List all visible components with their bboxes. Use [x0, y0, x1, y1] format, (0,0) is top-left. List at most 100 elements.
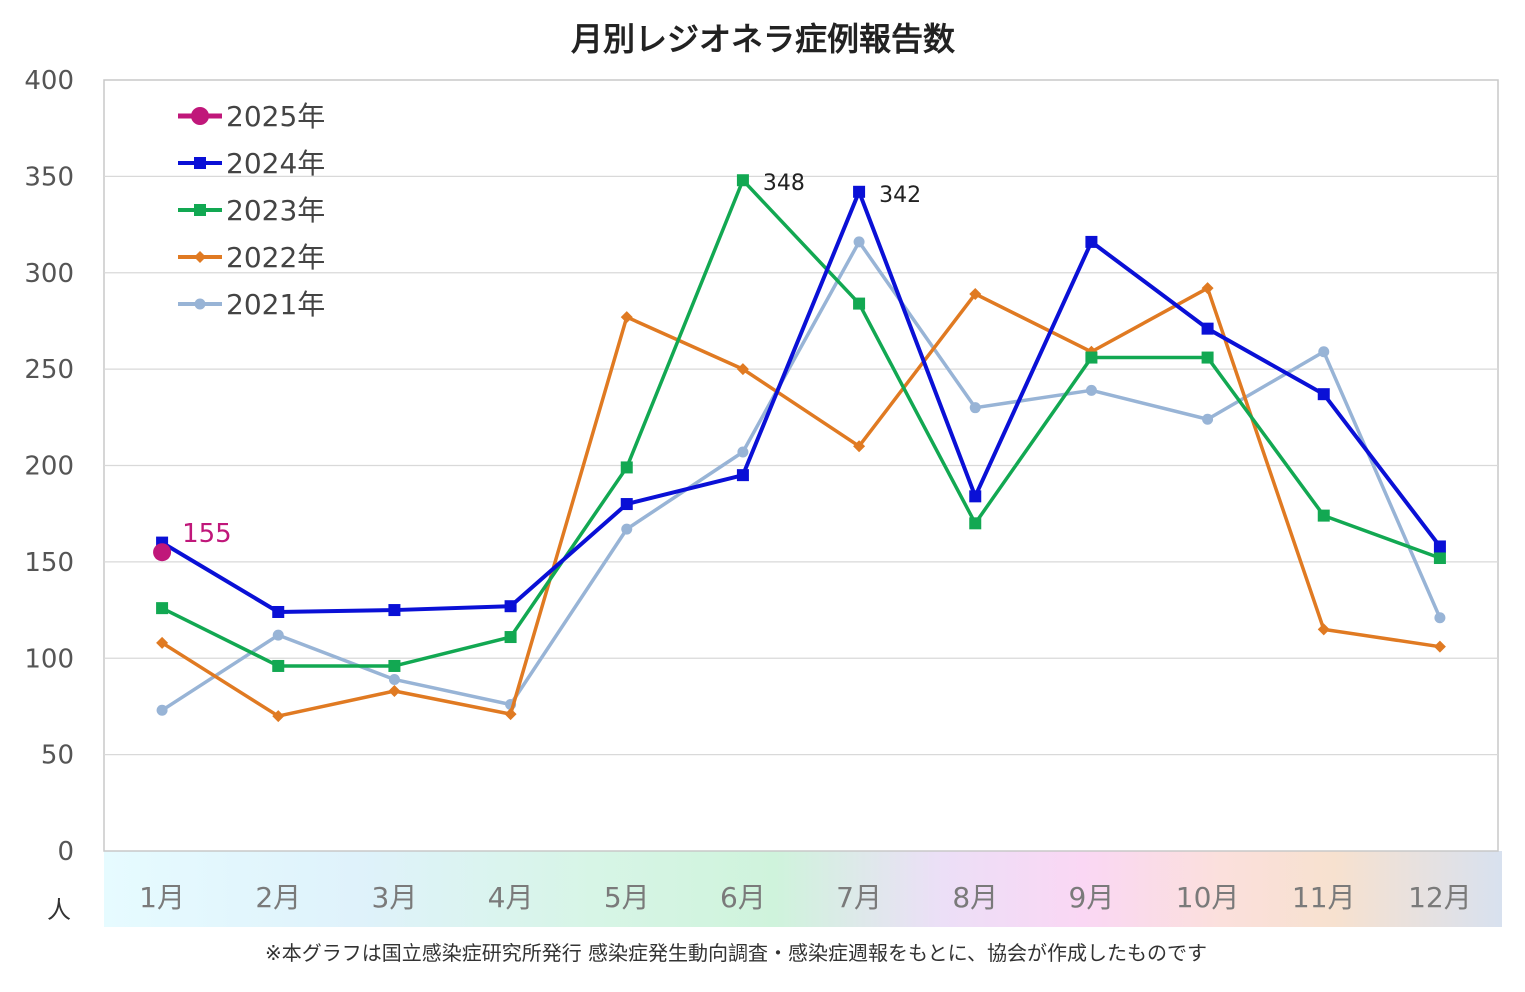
y-tick-label: 250	[24, 355, 74, 385]
y-tick-label: 300	[24, 259, 74, 289]
legend-label: 2023年	[226, 194, 325, 227]
data-point	[853, 236, 865, 248]
y-tick-label: 100	[24, 644, 74, 674]
y-tick-label: 50	[41, 741, 74, 771]
y-axis-ticks: 0 50 100 150 200 250 300 350 400	[24, 66, 74, 867]
x-tick-label: 2月	[255, 881, 301, 914]
y-tick-label: 350	[24, 162, 74, 192]
legend-marker	[194, 157, 206, 169]
legend-label: 2021年	[226, 288, 325, 321]
data-point	[736, 469, 749, 482]
data-point	[1202, 413, 1214, 425]
data-point	[969, 287, 982, 300]
data-point	[1433, 552, 1446, 565]
y-axis-unit-label: 人	[47, 896, 71, 924]
legend-marker	[194, 298, 206, 310]
data-point	[969, 490, 982, 503]
legend-label: 2024年	[226, 147, 325, 180]
data-point	[620, 498, 633, 511]
data-point	[156, 636, 169, 649]
series-2021年	[156, 236, 1446, 716]
x-tick-label: 7月	[836, 881, 882, 914]
data-labels: 155 342 348	[182, 171, 921, 549]
x-tick-label: 8月	[952, 881, 998, 914]
legend-marker	[191, 107, 209, 125]
legend-marker	[194, 204, 206, 216]
x-axis-ticks: 1月 2月 3月 4月 5月 6月 7月 8月 9月 10月 11月 12月	[139, 881, 1472, 914]
data-point	[1434, 612, 1446, 624]
data-point	[1433, 540, 1446, 553]
data-point	[620, 311, 633, 324]
data-point	[969, 517, 982, 530]
data-label: 342	[879, 183, 921, 208]
data-point	[1085, 384, 1097, 396]
data-point	[153, 543, 172, 562]
data-point	[1201, 351, 1214, 364]
data-point	[1317, 623, 1330, 636]
x-tick-label: 9月	[1069, 881, 1115, 914]
x-tick-label: 4月	[488, 881, 534, 914]
data-point	[388, 685, 401, 698]
legend-item: 2021年	[178, 288, 325, 321]
y-tick-label: 150	[24, 548, 74, 578]
legend: 2025年 2024年 2023年 2022年 2021年	[178, 100, 325, 321]
legend-label: 2025年	[226, 100, 325, 133]
x-tick-label: 10月	[1176, 881, 1240, 914]
data-point	[388, 673, 400, 685]
legend-item: 2023年	[178, 194, 325, 227]
data-point	[1317, 388, 1330, 401]
data-point	[969, 402, 981, 414]
x-tick-label: 3月	[372, 881, 418, 914]
series-line	[161, 189, 1442, 614]
series-2024年	[156, 185, 1446, 618]
data-point	[853, 297, 866, 310]
data-point	[853, 185, 866, 198]
data-point	[1318, 346, 1330, 358]
data-point	[388, 659, 401, 672]
data-point	[388, 604, 401, 617]
data-point	[853, 440, 866, 453]
data-point	[1433, 640, 1446, 653]
chart-title: 月別レジオネラ症例報告数	[571, 20, 956, 58]
data-label: 155	[182, 519, 232, 549]
data-point	[1201, 282, 1214, 295]
data-point	[1317, 509, 1330, 522]
data-point	[504, 708, 517, 721]
data-point	[504, 600, 517, 613]
data-point	[620, 461, 633, 474]
data-point	[272, 629, 284, 641]
series-lines	[153, 174, 1446, 723]
data-point	[272, 605, 285, 618]
legend-item: 2024年	[178, 147, 325, 180]
legend-item: 2022年	[178, 241, 325, 274]
data-point	[1085, 351, 1098, 364]
series-2025年	[153, 543, 172, 562]
footnote: ※本グラフは国立感染症研究所発行 感染症発生動向調査・感染症週報をもとに、協会が…	[265, 941, 1207, 965]
data-point	[736, 174, 749, 187]
x-tick-label: 11月	[1292, 881, 1356, 914]
x-axis-band	[104, 851, 1502, 927]
data-point	[272, 710, 285, 723]
legend-item: 2025年	[178, 100, 325, 133]
legend-marker	[194, 251, 206, 263]
y-tick-label: 200	[24, 452, 74, 482]
x-tick-label: 1月	[139, 881, 185, 914]
data-point	[272, 659, 285, 672]
series-line	[161, 286, 1441, 718]
data-point	[1085, 235, 1098, 248]
x-tick-label: 6月	[720, 881, 766, 914]
data-point	[156, 704, 168, 716]
y-tick-label: 400	[24, 66, 74, 96]
y-tick-label: 0	[57, 837, 74, 867]
series-2023年	[156, 174, 1446, 672]
data-point	[737, 446, 749, 458]
data-point	[504, 631, 517, 644]
data-point	[156, 602, 169, 615]
series-line	[161, 178, 1441, 668]
data-point	[621, 523, 633, 535]
data-point	[736, 363, 749, 376]
data-point	[1201, 322, 1214, 335]
legend-label: 2022年	[226, 241, 325, 274]
